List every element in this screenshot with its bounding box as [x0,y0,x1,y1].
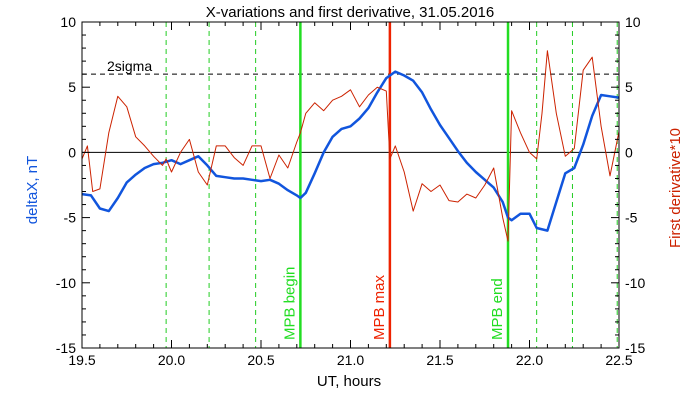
marker-label-2: MPB end [489,278,506,340]
series-line-0 [81,70,620,232]
text-layer: X-variations and first derivative, 31.05… [24,4,684,390]
y-tick-label-left: 5 [68,79,76,95]
series-line-1 [81,50,620,242]
x-tick-label: 22.0 [516,352,543,368]
x-tick-label: 21.5 [426,352,453,368]
y-tick-label-right: -10 [625,275,645,291]
y-tick-label-right: 10 [625,14,641,30]
y-tick-label-left: -15 [56,340,76,356]
frame-layer [81,21,620,349]
series-layer [81,50,620,242]
x-axis-label: UT, hours [317,373,381,390]
tick-layer: 19.5 20.0 20.5 21.0 21.5 22.0 22.5-15 -15-10 -10… [56,14,646,368]
threshold-label: 2sigma [107,58,152,74]
y-tick-label-right: -5 [625,210,638,226]
marker-label-1: MPB max [371,274,388,340]
x-tick-label: 20.5 [247,352,274,368]
marker-label-0: MPB begin [281,267,298,340]
y-tick-label-right: -15 [625,340,645,356]
y-axis-label-left: deltaX, nT [24,156,41,224]
y-tick-label-left: 10 [60,14,76,30]
y-tick-label-left: -5 [64,210,77,226]
y-tick-label-left: -10 [56,275,76,291]
y-tick-label-left: 0 [68,144,76,160]
x-tick-label: 22.5 [605,352,632,368]
x-tick-label: 19.5 [68,352,95,368]
x-tick-label: 20.0 [158,352,185,368]
chart-title: X-variations and first derivative, 31.05… [206,4,495,21]
y-tick-label-right: 5 [625,79,633,95]
grid-layer: MPB begin MPB max MPB end [82,22,619,348]
y-tick-label-right: 0 [625,144,633,160]
plot-frame [81,21,620,349]
x-tick-label: 21.0 [337,352,364,368]
y-axis-label-right: First derivative*10 [667,128,684,248]
